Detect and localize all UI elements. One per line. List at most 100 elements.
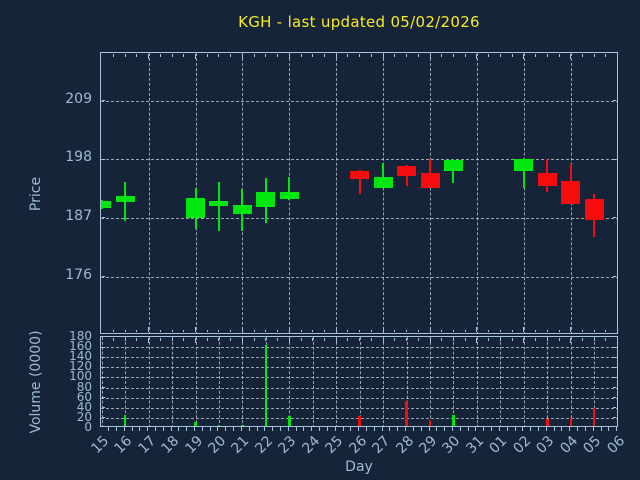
tick-mark: [147, 427, 149, 431]
volume-tick-label: 0: [84, 420, 92, 434]
tick-mark: [148, 54, 150, 59]
tick-mark: [335, 338, 337, 343]
price-tick-label: 209: [65, 90, 92, 107]
gridline-horizontal: [101, 217, 617, 219]
gridline-horizontal: [101, 357, 617, 359]
gridline-horizontal: [101, 377, 617, 379]
gridline-vertical: [336, 337, 338, 426]
tick-mark: [370, 54, 372, 57]
tick-mark: [159, 338, 161, 341]
candle-body: [443, 159, 463, 172]
tick-mark: [417, 338, 419, 341]
gridline-vertical: [406, 337, 408, 426]
tick-mark: [300, 338, 302, 341]
tick-mark: [230, 329, 232, 332]
tick-mark: [265, 338, 267, 341]
tick-mark: [452, 338, 454, 341]
volume-tick-label: 40: [76, 399, 92, 414]
tick-mark: [546, 54, 548, 57]
tick-mark: [491, 427, 492, 431]
candle-wick: [358, 170, 361, 194]
tick-mark: [201, 427, 203, 431]
tick-mark: [183, 338, 185, 341]
volume-bar: [358, 415, 361, 426]
tick-mark: [108, 427, 109, 431]
candle-body: [420, 173, 440, 188]
volume-bar: [123, 414, 127, 426]
candle-body: [232, 205, 252, 215]
tick-mark: [397, 427, 399, 431]
gridline-vertical: [101, 337, 103, 426]
volume-bar: [217, 425, 221, 426]
gridline-vertical: [500, 337, 502, 426]
tick-mark: [102, 407, 105, 409]
tick-mark: [523, 54, 525, 59]
tick-mark: [546, 329, 548, 332]
gridline-vertical: [570, 337, 572, 426]
tick-mark: [295, 427, 297, 431]
gridline-horizontal: [101, 276, 617, 278]
tick-mark: [324, 54, 325, 57]
tick-mark: [312, 329, 314, 332]
tick-mark: [581, 338, 583, 341]
tick-mark: [277, 329, 279, 332]
tick-mark: [218, 54, 220, 57]
tick-mark: [230, 54, 232, 57]
tick-mark: [154, 427, 156, 431]
tick-mark: [452, 329, 454, 332]
tick-mark: [102, 100, 105, 102]
tick-mark: [241, 338, 243, 343]
tick-mark: [347, 54, 349, 57]
tick-mark: [605, 54, 607, 57]
tick-mark: [272, 427, 274, 431]
tick-mark: [350, 427, 352, 431]
tick-mark: [230, 338, 232, 341]
tick-mark: [102, 366, 105, 368]
tick-mark: [131, 427, 133, 431]
gridline-vertical: [125, 337, 127, 426]
tick-mark: [342, 427, 344, 431]
gridline-vertical: [289, 337, 291, 426]
tick-mark: [581, 329, 583, 332]
tick-mark: [370, 338, 372, 341]
tick-mark: [112, 54, 114, 57]
gridline-vertical: [312, 337, 314, 426]
volume-tick-label: 100: [69, 369, 92, 384]
tick-mark: [577, 427, 578, 431]
candle-body: [209, 200, 229, 206]
tick-mark: [218, 338, 220, 341]
candle-body: [537, 173, 557, 186]
volume-bar: [241, 424, 244, 426]
tick-mark: [459, 427, 461, 431]
gridline-horizontal: [101, 100, 617, 102]
tick-mark: [499, 338, 501, 341]
gridline-horizontal: [101, 407, 617, 409]
tick-mark: [584, 427, 586, 431]
tick-mark: [429, 327, 431, 332]
gridline-vertical: [523, 53, 525, 333]
tick-mark: [102, 356, 105, 358]
tick-mark: [537, 427, 539, 431]
tick-mark: [288, 338, 290, 343]
tick-mark: [171, 329, 173, 332]
x-axis-label: Day: [345, 459, 373, 475]
tick-mark: [300, 54, 302, 57]
price-tick-label: 187: [65, 207, 92, 224]
tick-mark: [412, 427, 414, 431]
volume-tick-label: 160: [69, 339, 92, 354]
tick-mark: [319, 427, 321, 431]
gridline-vertical: [336, 53, 338, 333]
tick-mark: [370, 329, 372, 332]
tick-mark: [452, 54, 454, 57]
tick-mark: [406, 329, 407, 332]
tick-mark: [467, 427, 469, 431]
tick-mark: [136, 54, 138, 57]
tick-mark: [441, 54, 443, 57]
tick-mark: [102, 158, 105, 160]
tick-mark: [514, 427, 516, 431]
tick-mark: [499, 54, 501, 57]
tick-mark: [195, 54, 196, 59]
tick-mark: [256, 427, 258, 431]
tick-mark: [488, 54, 490, 57]
tick-mark: [373, 427, 375, 431]
